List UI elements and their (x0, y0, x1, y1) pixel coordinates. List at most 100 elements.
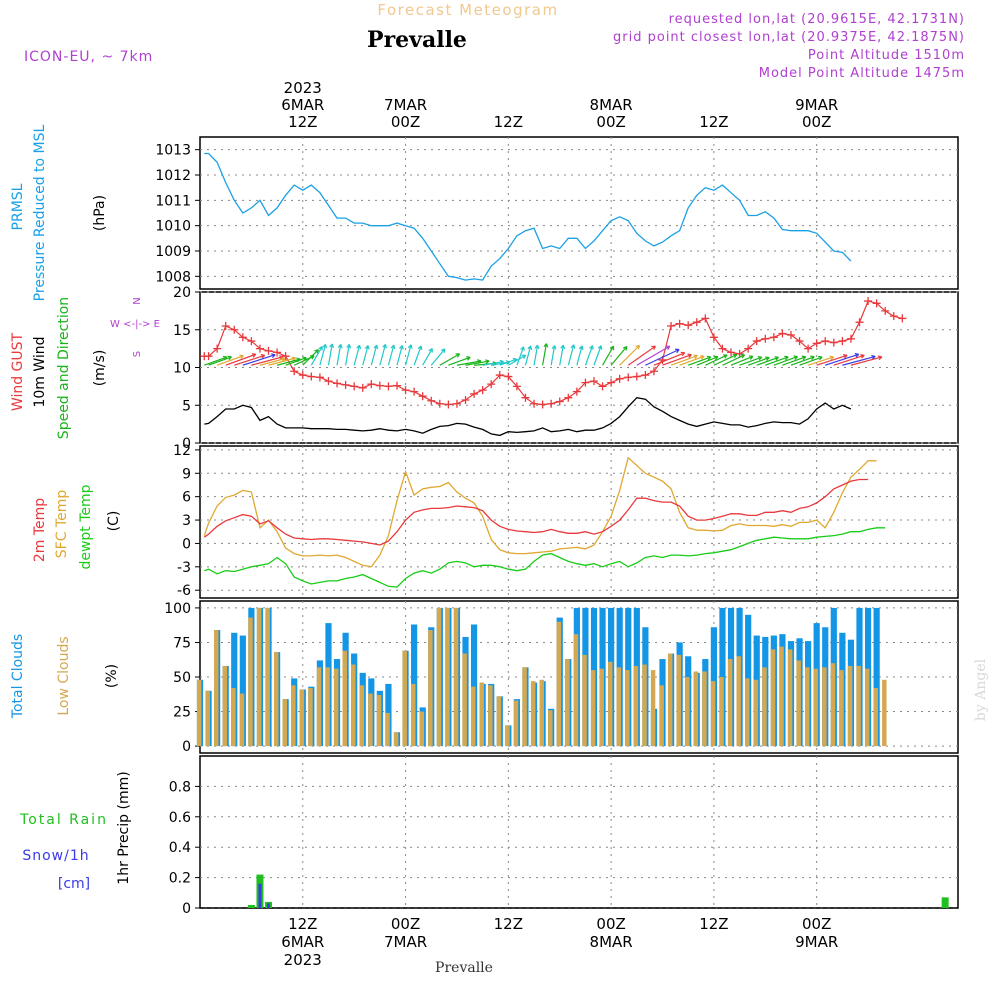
clouds-ytick-label: 50 (173, 670, 191, 686)
wind-arrow-head (622, 345, 628, 351)
pressure-frame (199, 136, 959, 290)
gust-marker (521, 393, 530, 402)
gust-marker (667, 321, 676, 330)
low-cloud-bar (419, 711, 425, 747)
wind-arrow-head (578, 345, 584, 350)
wind-arrow (756, 356, 779, 366)
rain-bar (941, 897, 949, 908)
wind-label-gust: Wind GUST (10, 332, 26, 411)
bottom-axis-label: 00Z (802, 915, 831, 933)
wind-label-10m: 10m Wind (32, 336, 48, 407)
compass-icon: N W <-|-> E S (110, 297, 160, 357)
rain-bar (247, 904, 255, 908)
wind-arrow (816, 354, 848, 366)
wind-arrow (593, 345, 602, 366)
clouds-ytick-label: 100 (164, 601, 191, 617)
wind-arrow (705, 354, 728, 366)
wind-arrow (268, 357, 296, 366)
wind-arrow-head (706, 355, 712, 361)
gust-marker (307, 372, 316, 381)
top-axis-label: 7MAR (384, 96, 427, 114)
top-axis-label: 2023 (284, 79, 322, 97)
low-cloud-bar (548, 710, 553, 747)
low-cloud-bar (642, 664, 647, 747)
top-axis-label: 8MAR (590, 96, 633, 114)
wind-arrow-head (635, 344, 641, 350)
total-cloud-bar (873, 607, 880, 747)
wind-ytick-label: 5 (182, 398, 191, 414)
low-cloud-bar (882, 679, 887, 747)
low-cloud-bar (685, 677, 690, 747)
wind-arrow-head (329, 343, 335, 348)
gust-marker (718, 344, 727, 353)
gust-marker (384, 382, 393, 391)
wind-arrow (327, 343, 333, 366)
pressure-line (204, 152, 852, 281)
wind-arrow-head (227, 355, 232, 361)
low-cloud-bar (522, 667, 527, 747)
top-axis-label: 00Z (596, 113, 625, 131)
wind-arrow (653, 352, 685, 366)
gust-marker (615, 374, 624, 383)
bottom-axis-label: 2023 (284, 951, 322, 969)
wind-arrow (662, 354, 692, 366)
low-cloud-bar (316, 667, 322, 747)
clouds-label-low: Low Clouds (56, 636, 72, 715)
bottom-axis-label: 00Z (596, 915, 625, 933)
wind-arrow-head (485, 359, 490, 365)
top-axis-label: 00Z (391, 113, 420, 131)
wind-arrow-head (560, 344, 566, 350)
low-cloud-bar (616, 667, 622, 747)
wind-arrow-head (364, 345, 370, 350)
gust-marker (872, 299, 881, 308)
pressure-ytick-label: 1010 (155, 219, 191, 235)
bottom-axis-label: 12Z (288, 915, 317, 933)
wind-arrow-head (440, 348, 446, 354)
clouds-ytick-label: 75 (173, 635, 191, 651)
wind-arrow-head (757, 355, 763, 361)
low-cloud-bar (282, 699, 288, 747)
temperature-panel: 2m Temp SFC Temp dewpt Temp (C) -6 -3 0 3 6 9… (32, 443, 959, 599)
product-title: Forecast Meteogram (377, 1, 558, 19)
wind-arrow (584, 345, 594, 366)
wind-arrow (619, 345, 640, 366)
low-cloud-bar (736, 656, 741, 747)
wind-arrow (285, 357, 307, 366)
wind-arrow (567, 344, 575, 366)
wind-arrow (499, 358, 517, 366)
low-cloud-bar (411, 683, 416, 747)
gust-marker (795, 337, 804, 346)
wind-arrow-head (810, 355, 815, 361)
dewpt-line (204, 527, 886, 588)
gust-marker (752, 337, 761, 346)
wind-arrow (627, 345, 656, 366)
top-axis-label: 12Z (288, 113, 317, 131)
low-cloud-bar (530, 681, 536, 747)
gust-marker (452, 399, 461, 408)
low-cloud-bar (453, 607, 459, 747)
low-cloud-bar (205, 690, 210, 747)
wind-arrow (225, 353, 256, 366)
wind-arrow-head (417, 345, 423, 351)
low-cloud-bar (470, 686, 476, 747)
low-cloud-bar (693, 671, 699, 747)
gust-marker (744, 344, 753, 353)
temp-ytick-label: 0 (182, 536, 191, 552)
gust-marker (435, 399, 444, 408)
low-cloud-bar (445, 607, 450, 747)
low-cloud-bar (710, 681, 716, 747)
low-cloud-bar (462, 653, 467, 747)
pressure-label-msl: Pressure Reduced to MSL (32, 124, 48, 301)
wind-arrow-head (239, 354, 244, 360)
wind-arrow (533, 345, 539, 366)
low-cloud-bar (393, 732, 399, 747)
temp-label-2m: 2m Temp (32, 498, 48, 562)
precip-label-rain: Total Rain (19, 812, 108, 828)
low-cloud-bar (539, 679, 544, 747)
gust-marker (504, 372, 513, 381)
wind-arrow-head (356, 344, 362, 350)
wind-arrow (379, 344, 387, 366)
gust-marker (298, 371, 307, 380)
gridpoint-coords: grid point closest lon,lat (20.9375E, 42… (613, 30, 965, 45)
low-cloud-bar (385, 712, 390, 747)
